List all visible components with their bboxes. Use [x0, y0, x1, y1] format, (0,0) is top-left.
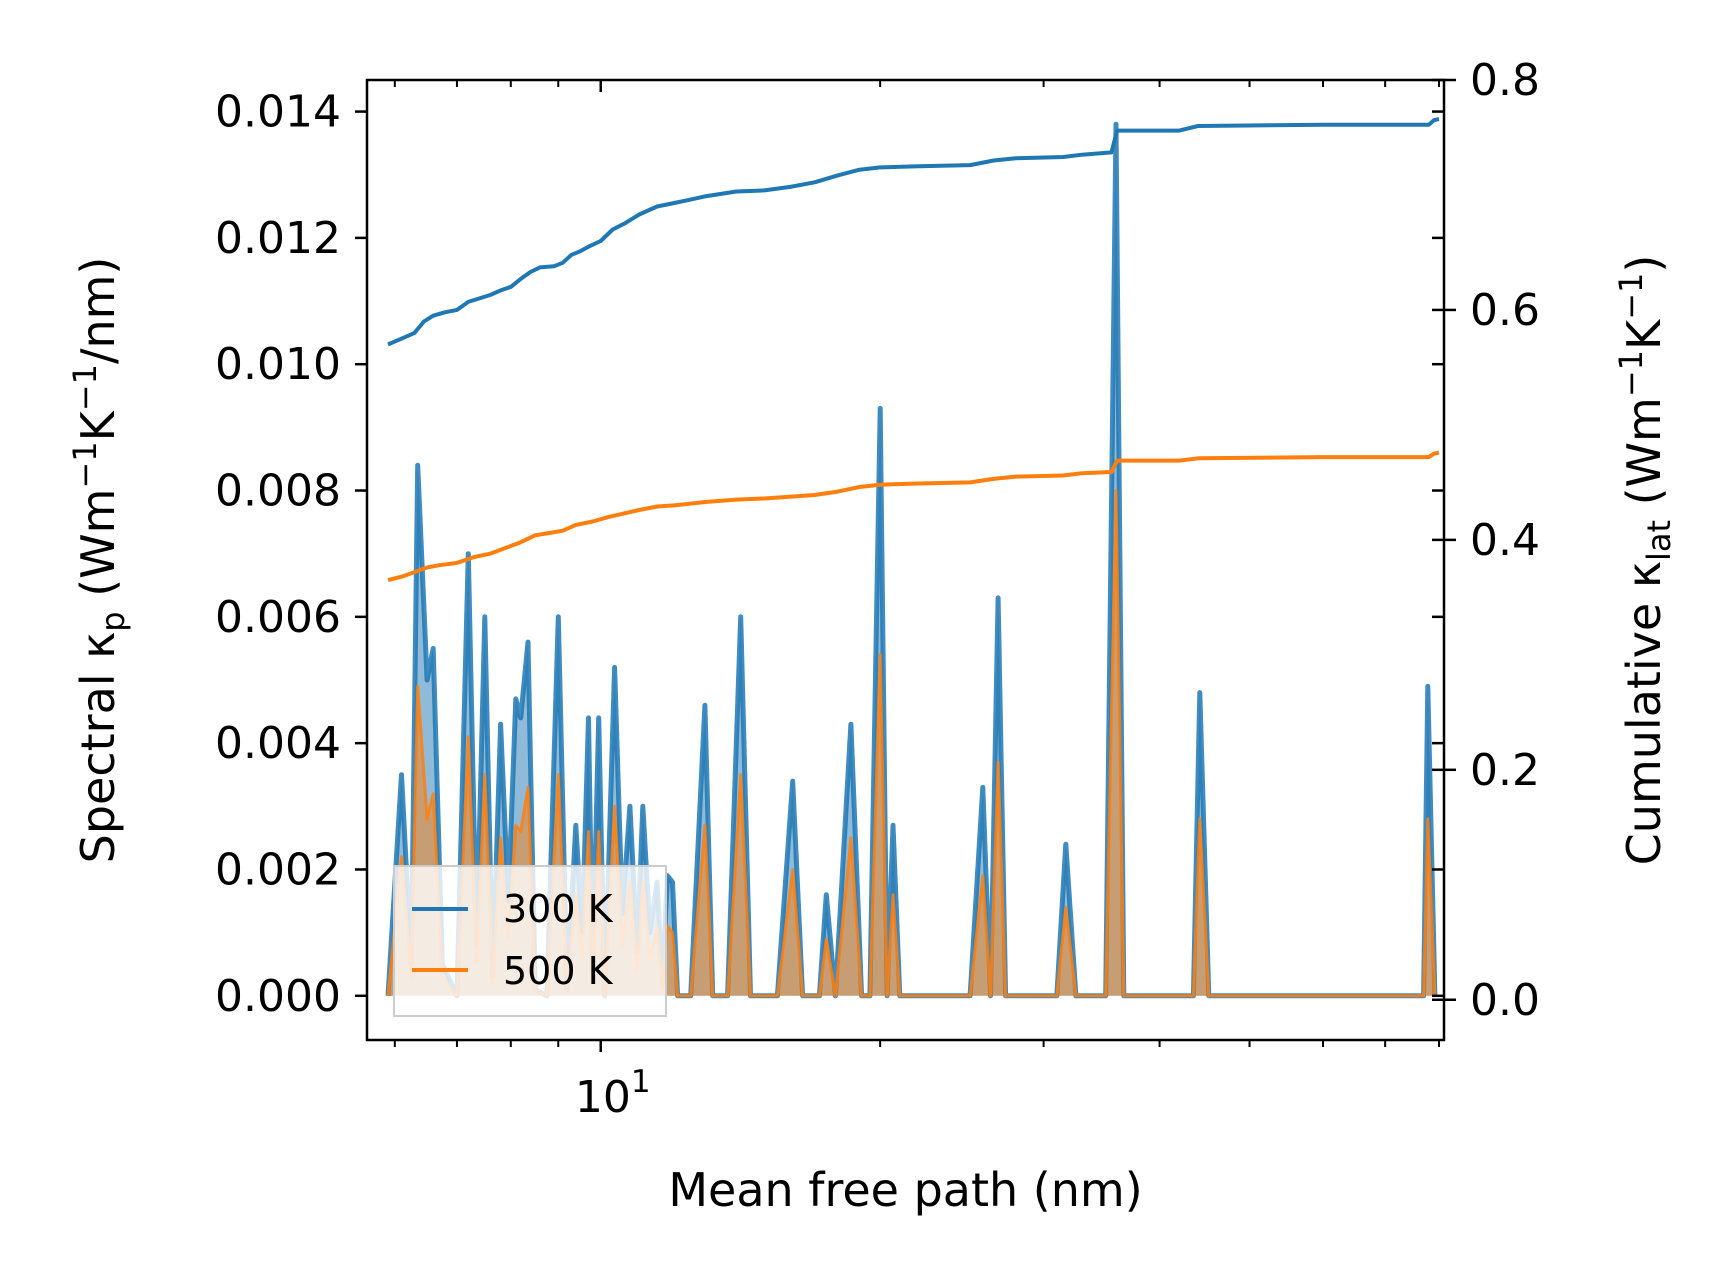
y-right-label-post: (Wm — [1617, 397, 1671, 520]
cumulative-line-300k — [387, 117, 1440, 347]
y-axis-right-label: Cumulative κlat (Wm−1K−1) — [1612, 255, 1678, 866]
y-left-label-sub: p — [94, 611, 132, 631]
y-left-tick-label: 0.006 — [215, 592, 341, 643]
y-right-label-sup2: −1 — [1612, 273, 1650, 320]
y-left-tick-label: 0.014 — [215, 87, 341, 138]
y-left-label-sup1: −1 — [66, 441, 104, 488]
legend-box — [393, 865, 667, 1017]
y-left-tick-label: 0.010 — [215, 339, 341, 390]
plot-area — [385, 117, 1440, 999]
y-left-label-sup2: −1 — [66, 364, 104, 411]
ticks-layer: 0.000 0.002 0.004 0.006 0.008 0.010 0.012 0.014… — [215, 55, 1540, 1052]
plot-frame — [365, 78, 1446, 1042]
x-axis-label: Mean free path (nm) — [668, 1163, 1142, 1217]
y-left-label-end: /nm) — [71, 257, 125, 364]
x-tick-base: 10 — [575, 1072, 631, 1123]
y-left-tick-label: 0.012 — [215, 213, 341, 264]
y-right-label-sup1: −1 — [1612, 350, 1650, 397]
spectral-line-500k — [386, 489, 1437, 998]
legend-label-300k: 300 K — [503, 887, 614, 931]
y-left-tick-label: 0.008 — [215, 466, 341, 517]
y-right-label-end: ) — [1617, 255, 1671, 273]
cumulative-layer — [387, 117, 1440, 583]
x-tick-exp: 1 — [631, 1064, 651, 1100]
spectral-layer — [385, 121, 1438, 999]
y-right-label-mid: K — [1617, 318, 1671, 350]
y-left-tick-label: 0.002 — [215, 844, 341, 895]
y-left-tick-label: 0.004 — [215, 718, 341, 769]
y-right-label-sub: lat — [1640, 520, 1678, 561]
y-left-tick-label: 0.000 — [215, 971, 341, 1022]
legend: 300 K 500 K — [393, 865, 667, 1017]
cumulative-line-500k — [387, 450, 1440, 583]
y-right-tick-label: 0.4 — [1470, 515, 1540, 566]
y-right-tick-label: 0.6 — [1470, 285, 1540, 336]
y-left-label-mid: K — [71, 409, 125, 441]
y-left-label-pre: Spectral κ — [71, 632, 125, 864]
legend-label-500k: 500 K — [503, 949, 614, 993]
y-right-tick-label: 0.0 — [1470, 975, 1540, 1026]
y-right-tick-label: 0.2 — [1470, 745, 1540, 796]
y-right-label-pre: Cumulative κ — [1617, 561, 1671, 865]
x-tick-label-10: 101 — [575, 1064, 651, 1123]
y-left-label-post: (Wm — [71, 489, 125, 612]
y-right-tick-label: 0.8 — [1470, 55, 1540, 106]
y-axis-left-label: Spectral κp (Wm−1K−1/nm) — [66, 257, 132, 864]
